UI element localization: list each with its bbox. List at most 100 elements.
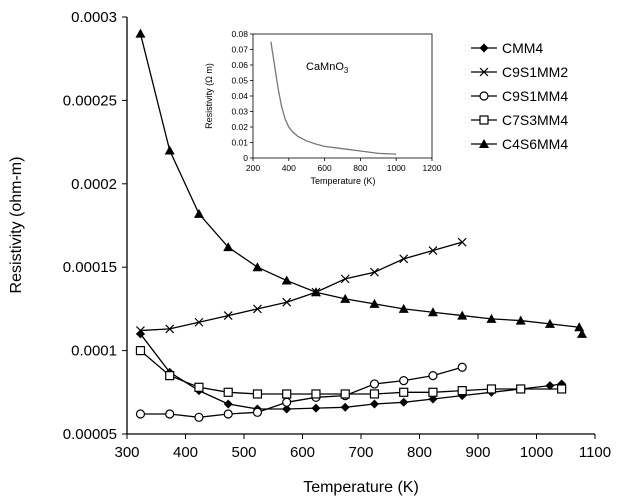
series-layer bbox=[135, 28, 587, 422]
data-point bbox=[457, 386, 467, 396]
data-point bbox=[135, 28, 146, 38]
y-ticks: 0.00005 0.0001 0.00015 0.0002 0.00025 0.0003 bbox=[63, 9, 127, 443]
inset-y-tick-label: 0.07 bbox=[231, 45, 248, 55]
x-tick-label: 600 bbox=[290, 444, 315, 461]
legend-marker bbox=[479, 91, 489, 101]
data-point bbox=[252, 262, 263, 272]
data-point bbox=[369, 399, 379, 409]
y-tick-label: 0.0003 bbox=[71, 9, 117, 26]
data-point bbox=[282, 389, 292, 399]
data-point bbox=[369, 298, 380, 308]
data-point bbox=[223, 409, 233, 419]
data-point bbox=[135, 346, 146, 356]
data-point bbox=[282, 404, 292, 414]
data-point bbox=[457, 310, 468, 320]
data-point bbox=[165, 409, 175, 419]
series-line bbox=[140, 350, 562, 395]
data-point bbox=[370, 267, 379, 277]
data-point bbox=[369, 379, 380, 389]
data-point bbox=[282, 397, 292, 407]
data-point bbox=[282, 297, 292, 307]
inset-y-tick-label: 0.06 bbox=[231, 60, 248, 70]
y-axis-title: Resistivity (ohm-m) bbox=[8, 157, 25, 294]
data-point bbox=[223, 387, 233, 397]
data-point bbox=[194, 412, 204, 422]
x-axis-title: Temperature (K) bbox=[303, 479, 419, 496]
inset-series-layer bbox=[270, 41, 397, 155]
legend-marker bbox=[479, 115, 489, 125]
legend-label: CMM4 bbox=[502, 40, 543, 56]
inset-y-axis-title: Resistivity (Ω m) bbox=[204, 63, 214, 129]
legend-marker bbox=[479, 139, 489, 148]
inset-series-line bbox=[270, 41, 397, 155]
inset-annotation: CaMnO3 bbox=[306, 61, 349, 75]
data-point bbox=[399, 376, 409, 386]
data-point bbox=[398, 303, 409, 313]
inset-y-tick-label: 0.01 bbox=[231, 138, 248, 148]
data-point bbox=[310, 287, 321, 297]
x-tick-label: 1100 bbox=[579, 444, 611, 461]
inset-x-tick-label: 800 bbox=[353, 163, 367, 173]
data-point bbox=[486, 384, 497, 394]
legend: CMM4 C9S1MM2 C9S1MM4 C7S3MM4 C4S6MM4 bbox=[471, 40, 568, 152]
data-point bbox=[515, 315, 526, 325]
legend-marker bbox=[479, 67, 489, 77]
data-point bbox=[223, 311, 233, 320]
data-point bbox=[165, 324, 175, 334]
data-point bbox=[193, 208, 204, 218]
series-C4S6MM4 bbox=[135, 28, 587, 338]
data-point bbox=[428, 246, 438, 255]
data-point bbox=[457, 237, 467, 247]
data-point bbox=[136, 326, 145, 336]
data-point bbox=[311, 389, 321, 399]
data-point bbox=[457, 362, 467, 372]
data-point bbox=[544, 318, 555, 328]
data-point bbox=[340, 402, 350, 412]
data-point bbox=[135, 409, 146, 419]
data-point bbox=[545, 381, 555, 391]
data-point bbox=[399, 387, 409, 397]
data-point bbox=[194, 317, 204, 327]
inset-y-tick-label: 0 bbox=[243, 153, 248, 163]
data-point bbox=[165, 371, 175, 381]
data-point bbox=[340, 389, 350, 399]
data-point bbox=[557, 384, 567, 394]
inset-y-tick-label: 0.08 bbox=[231, 29, 248, 39]
data-point bbox=[427, 307, 438, 317]
y-tick-label: 0.00025 bbox=[63, 92, 117, 109]
data-point bbox=[428, 371, 438, 381]
data-point bbox=[369, 389, 380, 399]
inset-x-axis-title: Temperature (K) bbox=[310, 176, 375, 186]
series-C9S1MM2 bbox=[136, 237, 467, 336]
data-point bbox=[399, 254, 409, 264]
data-point bbox=[574, 322, 585, 332]
inset-frame bbox=[252, 33, 433, 159]
x-tick-label: 900 bbox=[465, 444, 490, 461]
legend-marker bbox=[479, 43, 489, 53]
x-tick-label: 700 bbox=[348, 444, 373, 461]
data-point bbox=[223, 242, 234, 252]
data-point bbox=[340, 274, 350, 284]
series-CMM4 bbox=[135, 329, 567, 414]
data-point bbox=[253, 304, 262, 314]
y-tick-label: 0.00005 bbox=[63, 426, 117, 443]
x-tick-label: 500 bbox=[231, 444, 256, 461]
y-tick-label: 0.00015 bbox=[63, 259, 117, 276]
legend-label: C9S1MM2 bbox=[502, 64, 568, 80]
inset-y-ticks: 0 0.01 0.02 0.03 0.04 0.05 0.06 0.07 0.08 bbox=[231, 29, 253, 163]
data-point bbox=[340, 293, 351, 303]
inset-x-tick-label: 1200 bbox=[423, 163, 442, 173]
inset-x-tick-label: 200 bbox=[246, 163, 260, 173]
x-tick-label: 300 bbox=[114, 444, 139, 461]
data-point bbox=[194, 382, 204, 392]
data-point bbox=[428, 387, 438, 397]
data-point bbox=[252, 389, 263, 399]
x-tick-label: 800 bbox=[407, 444, 432, 461]
y-tick-label: 0.0001 bbox=[71, 343, 117, 360]
x-tick-label: 400 bbox=[173, 444, 198, 461]
data-point bbox=[135, 329, 145, 339]
y-tick-label: 0.0002 bbox=[71, 176, 117, 193]
inset-y-tick-label: 0.04 bbox=[231, 91, 248, 101]
inset-x-tick-label: 600 bbox=[318, 163, 332, 173]
